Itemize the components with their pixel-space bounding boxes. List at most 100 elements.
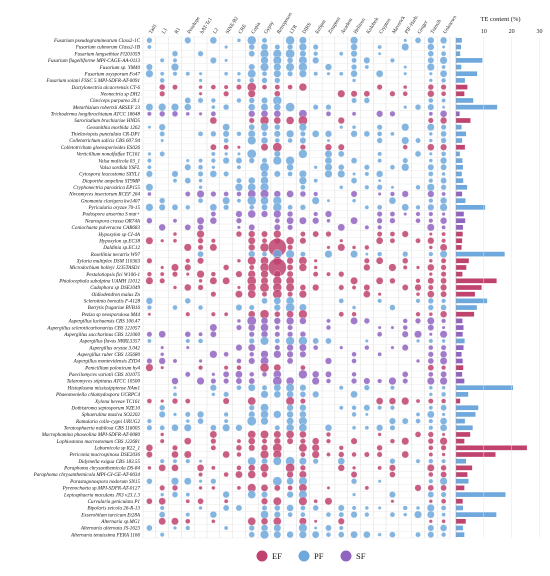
te-content-bar [456,84,468,90]
te-content-bar [456,458,467,464]
te-content-bar [456,151,460,157]
bubble-mark [376,184,383,191]
species-label: Pyricularia oryzae 70-15 [88,205,141,211]
bubble-mark [390,385,395,391]
bubble-mark [287,324,293,331]
bubble-mark [440,277,447,285]
te-content-bar [456,144,465,150]
bubble-mark [351,198,357,203]
bubble-mark [338,311,344,317]
bubble-mark [260,143,269,152]
bubble-mark [248,243,256,251]
bubble-mark [273,410,282,419]
bubble-mark [415,184,421,190]
bubble-mark [439,377,448,385]
bubble-mark [160,352,165,357]
bubble-mark [261,37,268,44]
bubble-mark [173,385,177,390]
bubble-mark [325,130,332,138]
bubble-mark [351,371,357,377]
te-content-bar [456,338,465,344]
species-label: Thielaviopsis punctulata CR-DP1 [71,132,140,138]
bubble-mark [324,250,333,259]
bubble-mark [428,345,434,351]
bubble-mark [197,237,204,244]
bubble-mark [352,172,356,176]
bubble-mark [146,305,152,311]
bubble-mark [299,317,307,325]
species-label: Fusarium culmorum Class2-1B [75,45,140,51]
bubble-mark [441,238,446,244]
bubble-mark [172,238,178,243]
bubble-mark [146,257,153,264]
bubble-mark [389,417,396,425]
bubble-mark [248,337,255,344]
bubble-mark [300,231,306,237]
bubble-mark [273,230,282,239]
bubble-mark [440,471,447,478]
bubble-mark [223,137,229,144]
bubble-mark [312,458,319,465]
bubble-mark [286,491,294,499]
bubble-mark [274,424,281,431]
bubble-mark [158,497,166,505]
bubble-mark [428,385,433,390]
species-label: Phaeomoniella chlamydospora UCRPC4 [55,392,140,398]
bubble-mark [236,97,242,103]
bubble-mark [440,164,447,171]
bubble-mark [363,531,371,539]
species-label: Coniochaeta pulveracea CAB683 [72,225,141,231]
bubble-mark [261,457,268,465]
bubble-mark [287,511,293,518]
bubble-mark [350,277,358,285]
bubble-mark [248,464,256,472]
bubble-mark [185,338,191,344]
bubble-mark [414,104,422,111]
bubble-mark [285,249,295,259]
bubble-mark [287,331,294,338]
bubble-mark [223,312,229,317]
bubble-mark [377,506,382,510]
bubble-mark [364,205,370,210]
bubble-mark [260,517,269,525]
te-content-bar [456,98,474,103]
bubble-mark [147,164,152,170]
bubble-mark [427,36,435,44]
bubble-mark [416,265,420,270]
bubble-mark [286,264,294,271]
species-label: Cryphonectria parasitica EP155 [73,185,140,191]
bubble-mark [338,284,345,291]
bubble-mark [274,484,281,492]
bubble-mark [197,97,204,104]
bubble-mark [389,458,396,465]
species-label: Phialocephala subalpina UAMH 11012 [58,279,140,285]
bubble-mark [248,110,256,118]
bubble-mark [377,325,382,330]
bubble-mark [440,310,448,318]
bubble-mark [287,291,293,298]
bubble-mark [376,110,384,118]
bubble-mark [389,277,396,284]
bubble-mark [286,504,294,512]
bubble-mark [184,477,192,485]
bubble-mark [364,171,370,177]
bubble-mark [440,84,447,91]
bubble-mark [324,163,333,172]
bubble-mark [172,58,178,63]
bubble-mark [285,35,295,45]
bubble-mark [440,444,447,451]
bubble-mark [338,150,345,158]
bubble-mark [235,231,242,238]
bubble-mark [339,185,344,190]
bubble-mark [326,438,331,444]
bubble-mark [209,350,218,359]
bubble-mark [325,337,332,345]
bubble-mark [146,524,153,532]
bubble-mark [196,216,205,225]
bubble-mark [259,282,270,293]
bubble-mark [324,63,332,71]
bubble-mark [350,216,358,225]
bubble-mark [273,69,282,78]
bubble-mark [416,339,420,343]
bubble-mark [440,137,447,144]
